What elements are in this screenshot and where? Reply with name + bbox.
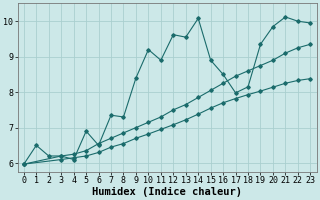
X-axis label: Humidex (Indice chaleur): Humidex (Indice chaleur) [92,186,242,197]
